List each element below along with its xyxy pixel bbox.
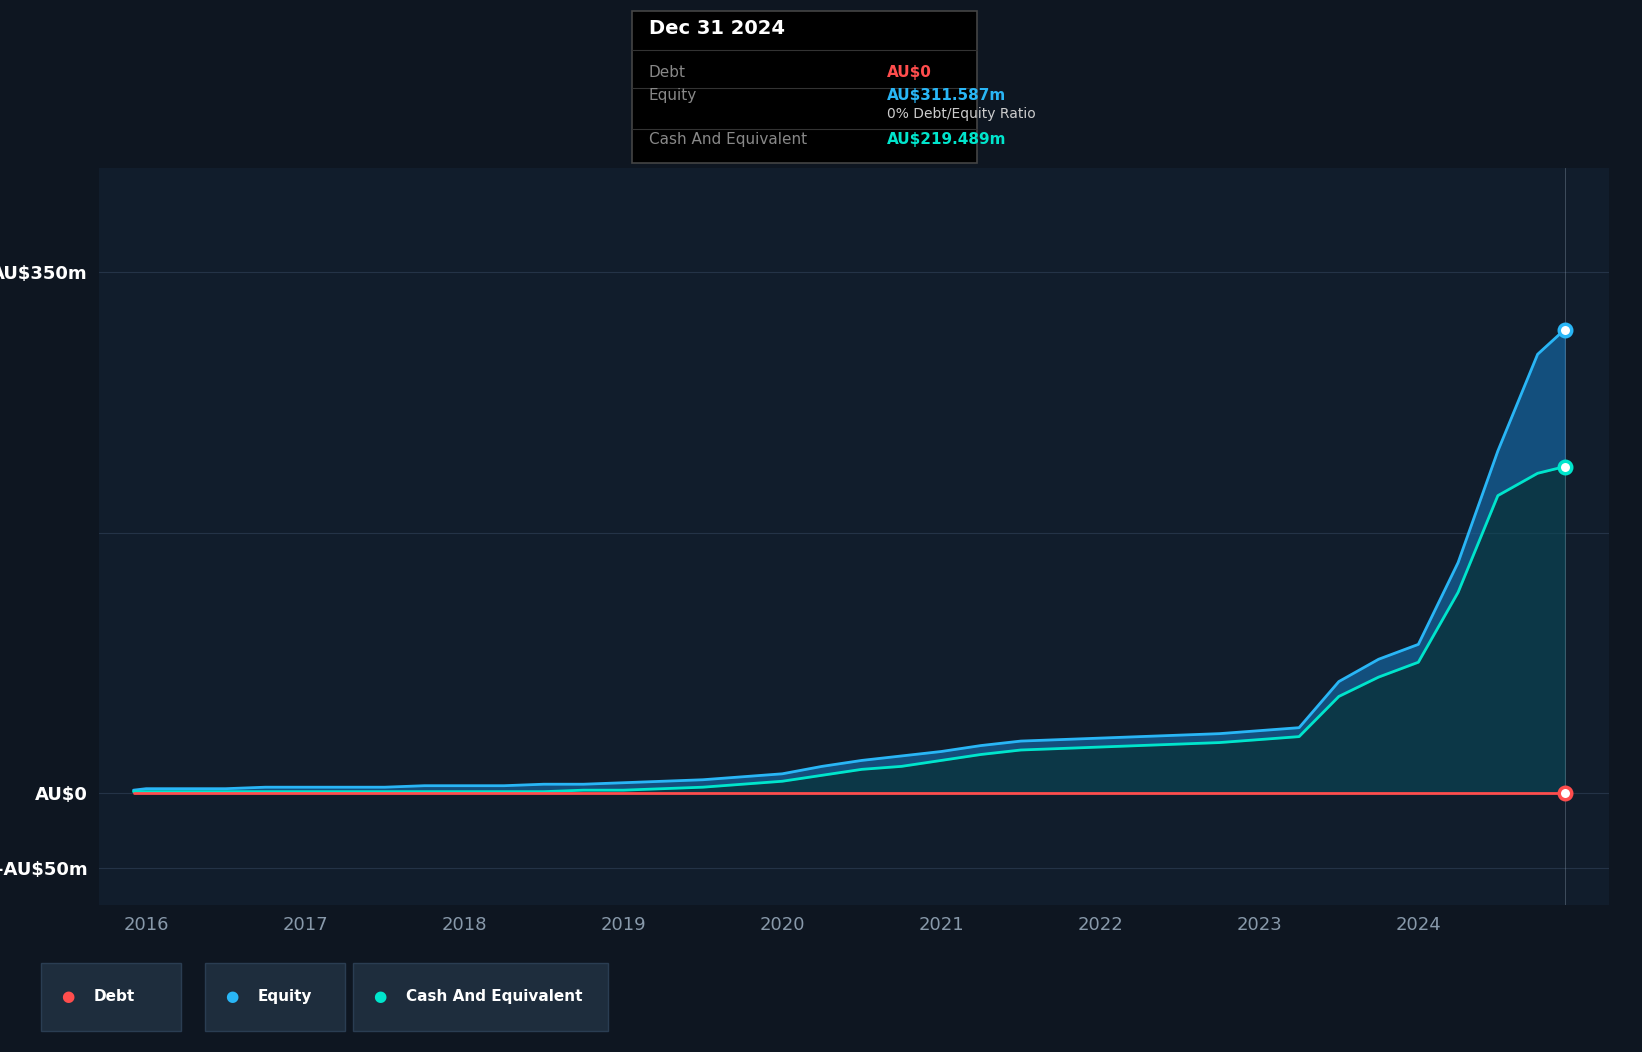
Text: Equity: Equity bbox=[258, 989, 312, 1005]
Text: AU$0: AU$0 bbox=[887, 65, 931, 80]
Text: Debt: Debt bbox=[94, 989, 135, 1005]
Text: AU$219.489m: AU$219.489m bbox=[887, 133, 1007, 147]
Text: AU$311.587m: AU$311.587m bbox=[887, 88, 1007, 103]
Text: 0% Debt/Equity Ratio: 0% Debt/Equity Ratio bbox=[887, 107, 1036, 121]
Text: Equity: Equity bbox=[649, 88, 696, 103]
Text: ●: ● bbox=[61, 989, 74, 1005]
Text: ●: ● bbox=[225, 989, 238, 1005]
Text: ●: ● bbox=[373, 989, 386, 1005]
Text: Cash And Equivalent: Cash And Equivalent bbox=[406, 989, 581, 1005]
Text: Dec 31 2024: Dec 31 2024 bbox=[649, 19, 785, 38]
Text: Debt: Debt bbox=[649, 65, 686, 80]
Text: Cash And Equivalent: Cash And Equivalent bbox=[649, 133, 806, 147]
